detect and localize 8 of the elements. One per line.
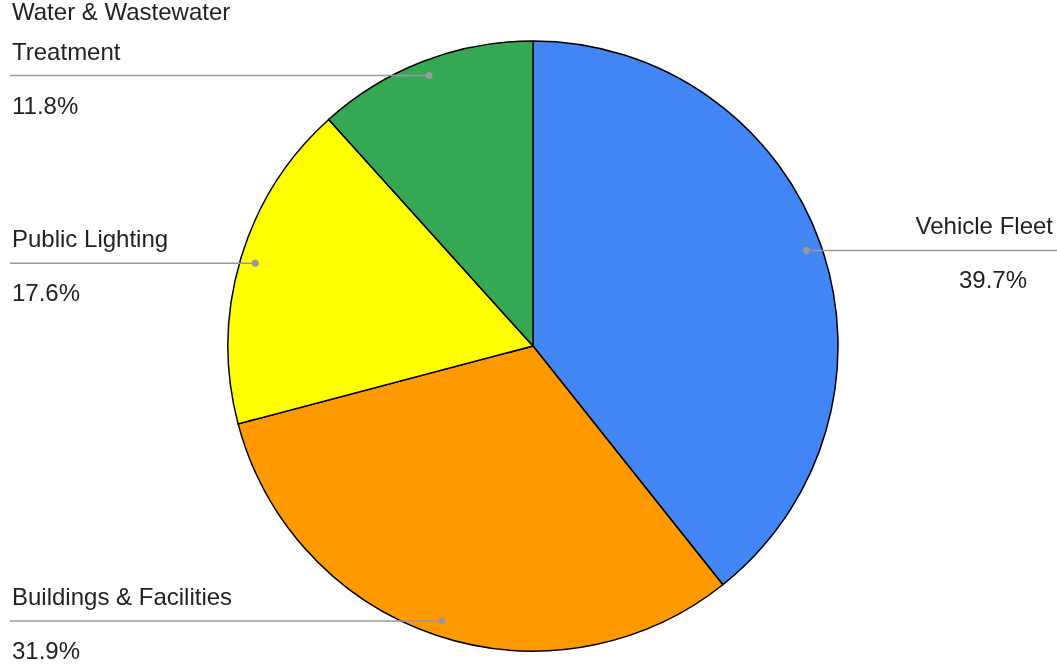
data-label: 39.7% xyxy=(958,266,1027,294)
slice-label: Water & Wastewater Treatment xyxy=(12,0,231,65)
slice-label: Vehicle Fleet xyxy=(915,212,1054,240)
slice-label: Buildings & Facilities xyxy=(12,583,233,611)
data-label: 11.8% xyxy=(12,91,79,119)
slice-label: Public Lighting xyxy=(12,225,169,253)
data-label: 17.6% xyxy=(12,279,81,307)
data-label: 31.9% xyxy=(12,637,81,665)
